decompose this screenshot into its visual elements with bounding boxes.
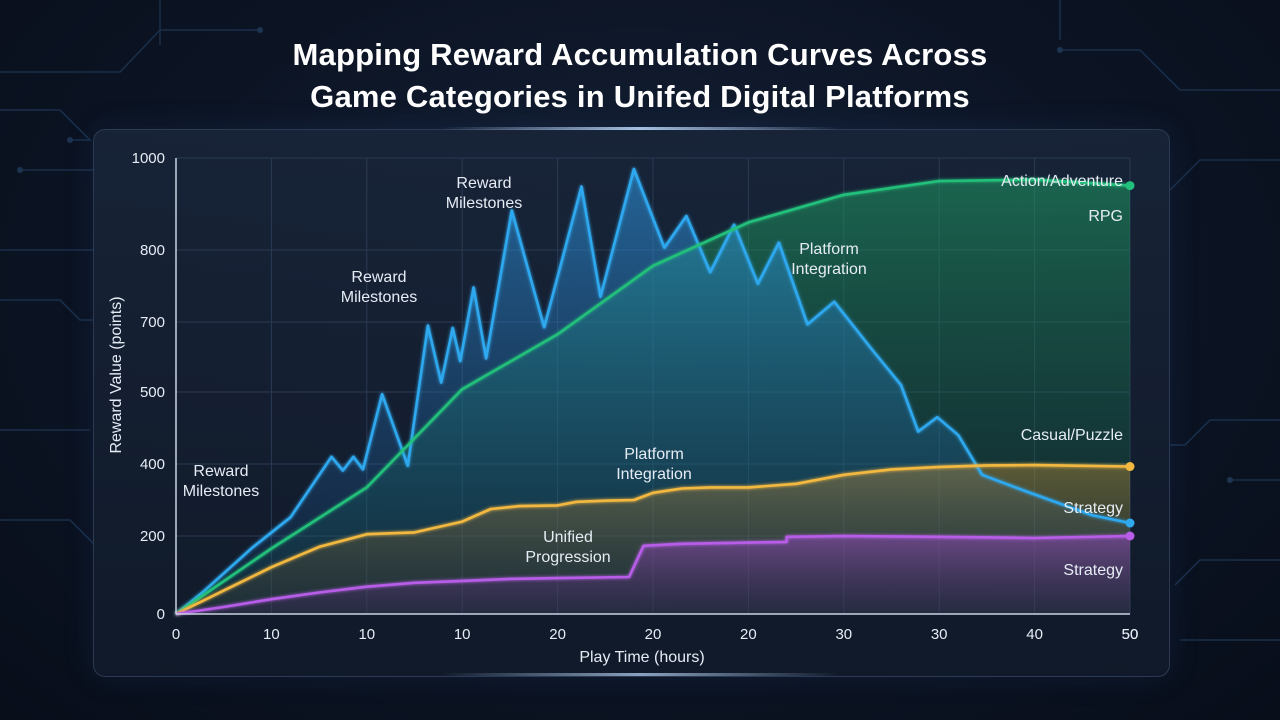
- series-line-rpg: [175, 178, 1131, 616]
- chart-title: Mapping Reward Accumulation Curves Acros…: [0, 34, 1280, 118]
- annotation-label: Reward Milestones: [446, 175, 522, 212]
- legend-label-action-adventure: Action/Adventure: [1001, 173, 1123, 190]
- x-tick-label: 10: [454, 626, 471, 643]
- annotation-label: Unified Progression: [525, 529, 610, 566]
- series-line-casual-puzzle: [175, 463, 1131, 616]
- series-area-strategy: [176, 536, 1130, 614]
- x-tick-label: 0: [172, 626, 180, 643]
- series-line-strategy: [175, 534, 1131, 616]
- chart-title-line-1: Mapping Reward Accumulation Curves Acros…: [292, 37, 988, 72]
- series-line-action-adventure: [175, 167, 1131, 616]
- x-axis-label: Play Time (hours): [579, 649, 704, 666]
- x-tick-label: 10: [358, 626, 375, 643]
- series-endpoint-casual-puzzle: [1125, 462, 1135, 472]
- x-tick-label: 50: [1122, 626, 1139, 643]
- panel-bottom-glow: [440, 673, 840, 676]
- x-tick-label: 20: [740, 626, 757, 643]
- chart-title-line-2: Game Categories in Unifed Digital Platfo…: [310, 79, 970, 114]
- legend-label-strategy-upper: Strategy: [1063, 500, 1123, 517]
- y-tick-label: 200: [140, 528, 165, 545]
- annotation-label: Platform Integration: [616, 446, 692, 483]
- series-endpoint-action-adventure: [1125, 518, 1135, 528]
- series-endpoint-rpg: [1125, 181, 1135, 191]
- x-tick-label: 50: [1122, 626, 1139, 643]
- y-tick-label: 1000: [132, 150, 165, 167]
- series-endpoint-strategy: [1125, 531, 1135, 541]
- legend-label-rpg: RPG: [1088, 208, 1123, 225]
- annotation-label: Platform Integration: [791, 241, 867, 278]
- x-tick-label: 10: [263, 626, 280, 643]
- y-tick-label: 0: [157, 606, 165, 623]
- y-tick-label: 400: [140, 456, 165, 473]
- x-tick-label: 20: [645, 626, 662, 643]
- y-tick-label: 700: [140, 314, 165, 331]
- x-tick-label: 30: [835, 626, 852, 643]
- series-lines: [175, 167, 1135, 616]
- y-tick-label: 800: [140, 242, 165, 259]
- annotation-label: Reward Milestones: [341, 269, 417, 306]
- y-axis-label: Reward Value (points): [108, 296, 125, 453]
- axes: [175, 158, 1130, 615]
- legend-label-strategy-lower: Strategy: [1063, 562, 1123, 579]
- x-tick-label: 30: [931, 626, 948, 643]
- x-tick-label: 40: [1026, 626, 1043, 643]
- x-tick-label: 20: [549, 626, 566, 643]
- legend-label-casual-puzzle: Casual/Puzzle: [1021, 427, 1123, 444]
- y-tick-label: 500: [140, 384, 165, 401]
- annotation-label: Reward Milestones: [183, 463, 259, 500]
- panel-top-glow: [440, 127, 840, 130]
- series-areas: [176, 169, 1130, 614]
- chart-text: 1000 800 700 500 400 200 00 10 10 10 20 20 20 30 30 40 5…: [108, 150, 1138, 666]
